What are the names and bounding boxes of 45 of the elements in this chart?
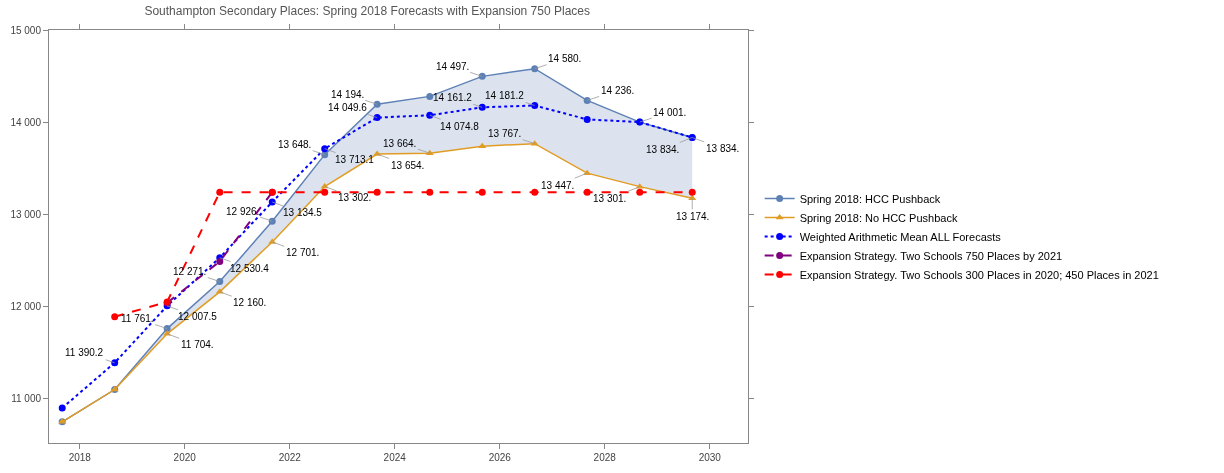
data-label: 14 497. bbox=[436, 61, 470, 72]
data-label: 12 007.5 bbox=[178, 311, 218, 322]
data-label: 13 301. bbox=[593, 193, 627, 204]
legend-label: Expansion Strategy. Two Schools 300 Places in 2020; 450 Places in 2021 bbox=[799, 268, 1159, 281]
data-label: 12 701. bbox=[286, 247, 320, 258]
data-label: 13 664. bbox=[383, 138, 417, 149]
data-label: 11 704. bbox=[181, 339, 214, 350]
legend-label: Expansion Strategy. Two Schools 750 Places by 2021 bbox=[799, 249, 1063, 262]
x-tick-label: 2028 bbox=[593, 452, 617, 463]
legend-label: Weighted Arithmetic Mean ALL Forecasts bbox=[799, 230, 1002, 243]
x-tick-label: 2024 bbox=[383, 452, 407, 463]
data-label: 14 194. bbox=[331, 89, 365, 100]
x-tick-label: 2022 bbox=[278, 452, 302, 463]
data-label: 13 302. bbox=[338, 192, 372, 203]
x-tick-label: 2026 bbox=[488, 452, 512, 463]
x-tick-label: 2020 bbox=[173, 452, 197, 463]
x-tick-label: 2018 bbox=[68, 452, 92, 463]
data-label: 11 390.2 bbox=[65, 347, 104, 358]
data-label: 13 834. bbox=[646, 144, 680, 155]
data-label: 14 580. bbox=[548, 53, 582, 64]
x-tick-label: 2030 bbox=[698, 452, 722, 463]
data-label: 13 648. bbox=[278, 139, 312, 150]
data-label: 12 271. bbox=[173, 266, 207, 277]
data-label: 13 767. bbox=[488, 128, 522, 139]
data-label: 14 074.8 bbox=[440, 121, 480, 132]
y-tick-label: 14 000 bbox=[10, 116, 42, 128]
chart-title: Southampton Secondary Places: Spring 2018 Forecasts with Expansion 750 Places bbox=[144, 4, 590, 19]
y-tick-label: 13 000 bbox=[10, 208, 42, 220]
legend-label: Spring 2018: No HCC Pushback bbox=[799, 211, 958, 224]
y-tick-label: 11 000 bbox=[11, 393, 42, 405]
data-label: 12 530.4 bbox=[230, 263, 270, 274]
data-label: 11 761. bbox=[121, 313, 154, 324]
data-label: 13 447. bbox=[541, 180, 575, 191]
data-label: 12 160. bbox=[233, 297, 267, 308]
data-label: 14 049.6 bbox=[328, 102, 368, 113]
data-label: 14 001. bbox=[653, 107, 687, 118]
data-label: 14 161.2 bbox=[433, 92, 473, 103]
data-label: 13 174. bbox=[676, 211, 710, 222]
data-label: 13 654. bbox=[391, 160, 425, 171]
y-tick-label: 12 000 bbox=[10, 301, 42, 313]
legend-label: Spring 2018: HCC Pushback bbox=[799, 192, 941, 205]
data-label: 13 834. bbox=[706, 143, 740, 154]
y-tick-label: 15 000 bbox=[10, 24, 42, 36]
data-label: 14 181.2 bbox=[485, 90, 525, 101]
data-label: 14 236. bbox=[601, 85, 635, 96]
